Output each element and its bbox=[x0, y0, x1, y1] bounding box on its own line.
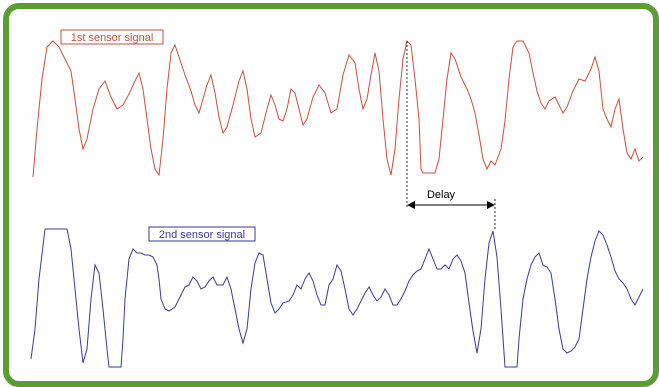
sensor2-label-box bbox=[148, 226, 256, 242]
delay-arrow-left-head bbox=[407, 201, 415, 209]
signal-diagram: 1st sensor signal 2nd sensor signal Dela… bbox=[30, 29, 644, 368]
diagram-frame: 1st sensor signal 2nd sensor signal Dela… bbox=[3, 3, 659, 387]
sensor2-label: 2nd sensor signal bbox=[159, 229, 245, 241]
sensor1-signal-line bbox=[32, 40, 644, 178]
sensor1-label: 1st sensor signal bbox=[71, 32, 154, 44]
delay-arrow-right-head bbox=[487, 201, 495, 209]
sensor1-label-box bbox=[60, 29, 164, 45]
delay-label: Delay bbox=[427, 189, 456, 201]
sensor2-signal-line bbox=[30, 228, 644, 368]
